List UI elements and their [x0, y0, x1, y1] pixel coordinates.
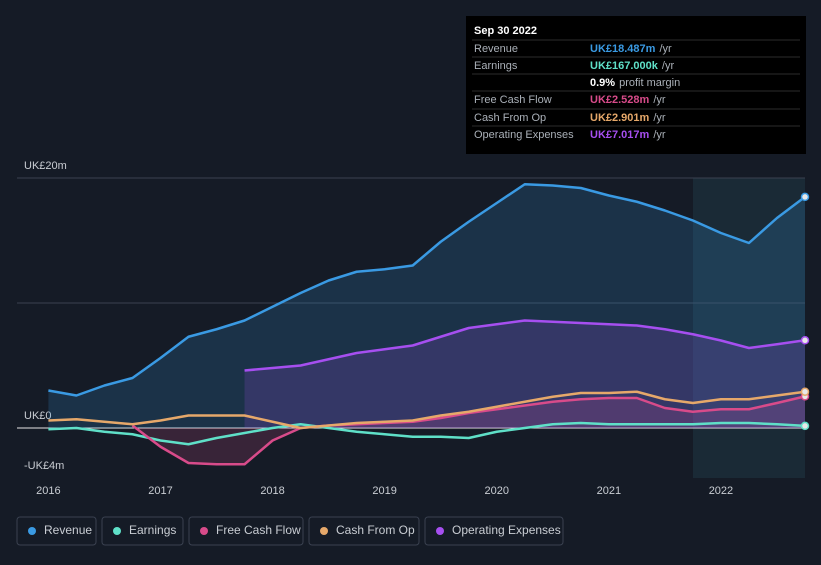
tooltip-margin: 0.9% profit margin: [590, 77, 680, 89]
margin-value: 0.9%: [590, 77, 615, 89]
tooltip-label: Cash From Op: [474, 112, 546, 124]
legend-button[interactable]: [16, 516, 97, 546]
tooltip-unit: /yr: [653, 112, 666, 124]
y-tick-label: UK£20m: [24, 160, 67, 172]
x-tick-label: 2017: [148, 485, 172, 497]
series-line: [48, 390, 806, 430]
series-area: [132, 396, 806, 465]
series-line: [244, 319, 806, 372]
tooltip-label: Operating Expenses: [474, 129, 574, 141]
end-point: [800, 387, 810, 396]
tooltip-unit: /yr: [662, 60, 675, 72]
x-tick-label: 2018: [260, 485, 284, 497]
legend-item[interactable]: Cash From Op: [308, 516, 420, 546]
tooltip-label: Revenue: [474, 43, 518, 55]
legend-swatch: [320, 527, 328, 535]
tooltip: Sep 30 2022 Revenue UK£18.487m/yr Earnings U…: [466, 16, 806, 154]
legend-label: Revenue: [44, 523, 92, 537]
end-point: [800, 336, 810, 345]
series-line: [48, 421, 806, 446]
tooltip-amount: UK£7.017m: [590, 129, 650, 141]
legend-swatch: [28, 527, 36, 535]
legend-button[interactable]: [101, 516, 184, 546]
y-tick-label: -UK£4m: [24, 460, 64, 472]
legend-label: Operating Expenses: [452, 523, 561, 537]
tooltip-amount: UK£2.528m: [590, 94, 650, 106]
tooltip-value: UK£7.017m/yr: [590, 129, 666, 141]
tooltip-value: UK£2.528m/yr: [590, 94, 666, 106]
tooltip-value: UK£18.487m/yr: [590, 43, 672, 55]
legend-button[interactable]: [424, 516, 564, 546]
tooltip-amount: UK£2.901m: [590, 112, 650, 124]
tooltip-unit: /yr: [653, 129, 666, 141]
legend-label: Earnings: [129, 523, 176, 537]
tooltip-box: [466, 16, 806, 154]
x-tick-label: 2021: [597, 485, 621, 497]
tooltip-unit: /yr: [659, 43, 672, 55]
legend-item[interactable]: Earnings: [101, 516, 184, 546]
legend-swatch: [113, 527, 121, 535]
x-tick-label: 2016: [36, 485, 60, 497]
y-tick-label: UK£0: [24, 410, 52, 422]
legend-item[interactable]: Free Cash Flow: [188, 516, 304, 546]
tooltip-amount: UK£18.487m: [590, 43, 656, 55]
legend-swatch: [200, 527, 208, 535]
legend-item[interactable]: Operating Expenses: [424, 516, 564, 546]
tooltip-value: UK£167.000k/yr: [590, 60, 674, 72]
legend-label: Free Cash Flow: [216, 523, 301, 537]
tooltip-label: Free Cash Flow: [474, 94, 552, 106]
end-point: [800, 421, 810, 431]
legend-swatch: [436, 527, 444, 535]
end-point: [800, 192, 810, 202]
margin-label: profit margin: [619, 77, 680, 89]
legend-label: Cash From Op: [336, 523, 415, 537]
x-tick-label: 2020: [485, 485, 509, 497]
legend-button[interactable]: [308, 516, 420, 546]
tooltip-unit: /yr: [653, 94, 666, 106]
tooltip-date: Sep 30 2022: [474, 25, 537, 37]
series-area: [48, 184, 805, 428]
tooltip-amount: UK£167.000k: [590, 60, 659, 72]
legend-item[interactable]: Revenue: [16, 516, 97, 546]
tooltip-label: Earnings: [474, 60, 518, 72]
tooltip-value: UK£2.901m/yr: [590, 112, 666, 124]
series-line: [48, 183, 806, 397]
x-tick-label: 2022: [709, 485, 733, 497]
x-tick-label: 2019: [372, 485, 396, 497]
legend-button[interactable]: [188, 516, 304, 546]
series-area: [244, 320, 806, 428]
